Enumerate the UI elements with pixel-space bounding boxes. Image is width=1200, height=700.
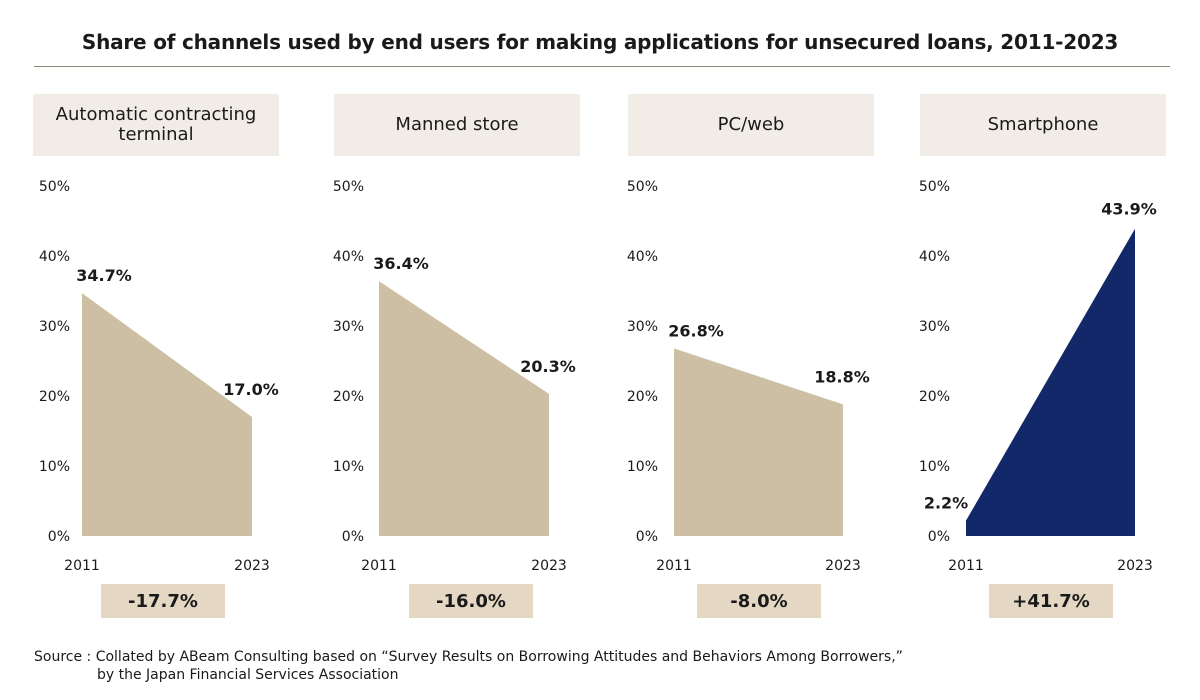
area-manned-store: [379, 281, 549, 536]
y-tick-automatic-contracting-terminal-1: 10%: [39, 459, 70, 475]
source-line-1: Source : Collated by ABeam Consulting ba…: [34, 649, 903, 665]
change-badge-smartphone: +41.7%: [989, 584, 1113, 618]
y-tick-manned-store-1: 10%: [333, 459, 364, 475]
x-tick-smartphone-0: 2011: [948, 558, 984, 574]
x-tick-automatic-contracting-terminal-1: 2023: [234, 558, 270, 574]
change-badge-manned-store: -16.0%: [409, 584, 533, 618]
panel-header-pc-web: PC/web: [628, 94, 874, 156]
x-tick-pc-web-0: 2011: [656, 558, 692, 574]
x-tick-manned-store-1: 2023: [531, 558, 567, 574]
data-label-automatic-contracting-terminal-2023: 17.0%: [223, 380, 279, 399]
y-tick-smartphone-3: 30%: [919, 319, 950, 335]
y-tick-manned-store-3: 30%: [333, 319, 364, 335]
data-label-pc-web-2011: 26.8%: [668, 321, 724, 340]
y-tick-pc-web-0: 0%: [636, 529, 658, 545]
y-tick-automatic-contracting-terminal-4: 40%: [39, 249, 70, 265]
y-tick-pc-web-4: 40%: [627, 249, 658, 265]
x-tick-manned-store-0: 2011: [361, 558, 397, 574]
data-label-smartphone-2011: 2.2%: [924, 494, 968, 513]
data-label-automatic-contracting-terminal-2011: 34.7%: [76, 266, 132, 285]
y-tick-pc-web-1: 10%: [627, 459, 658, 475]
area-automatic-contracting-terminal: [82, 293, 252, 536]
change-badge-automatic-contracting-terminal: -17.7%: [101, 584, 225, 618]
data-label-manned-store-2011: 36.4%: [373, 254, 429, 273]
title-divider: [34, 66, 1170, 67]
area-smartphone: [966, 228, 1135, 536]
y-tick-smartphone-2: 20%: [919, 389, 950, 405]
y-tick-automatic-contracting-terminal-0: 0%: [48, 529, 70, 545]
y-tick-smartphone-4: 40%: [919, 249, 950, 265]
source-note: Source : Collated by ABeam Consulting ba…: [34, 648, 903, 684]
y-tick-manned-store-2: 20%: [333, 389, 364, 405]
chart-title: Share of channels used by end users for …: [81, 30, 1119, 54]
y-tick-manned-store-4: 40%: [333, 249, 364, 265]
x-tick-smartphone-1: 2023: [1117, 558, 1153, 574]
y-tick-automatic-contracting-terminal-2: 20%: [39, 389, 70, 405]
panel-header-smartphone: Smartphone: [920, 94, 1166, 156]
change-badge-pc-web: -8.0%: [697, 584, 821, 618]
panel-header-manned-store: Manned store: [334, 94, 580, 156]
data-label-smartphone-2023: 43.9%: [1101, 200, 1157, 219]
y-tick-pc-web-2: 20%: [627, 389, 658, 405]
y-tick-automatic-contracting-terminal-3: 30%: [39, 319, 70, 335]
data-label-pc-web-2023: 18.8%: [814, 367, 870, 386]
y-tick-smartphone-1: 10%: [919, 459, 950, 475]
y-tick-pc-web-3: 30%: [627, 319, 658, 335]
area-pc-web: [674, 348, 843, 536]
x-tick-pc-web-1: 2023: [825, 558, 861, 574]
y-tick-smartphone-0: 0%: [928, 529, 950, 545]
y-tick-automatic-contracting-terminal-5: 50%: [39, 179, 70, 195]
panel-header-automatic-contracting-terminal: Automatic contracting terminal: [33, 94, 279, 156]
y-tick-manned-store-0: 0%: [342, 529, 364, 545]
y-tick-manned-store-5: 50%: [333, 179, 364, 195]
x-tick-automatic-contracting-terminal-0: 2011: [64, 558, 100, 574]
y-tick-pc-web-5: 50%: [627, 179, 658, 195]
y-tick-smartphone-5: 50%: [919, 179, 950, 195]
data-label-manned-store-2023: 20.3%: [520, 357, 576, 376]
source-line-2: by the Japan Financial Services Associat…: [97, 667, 399, 683]
